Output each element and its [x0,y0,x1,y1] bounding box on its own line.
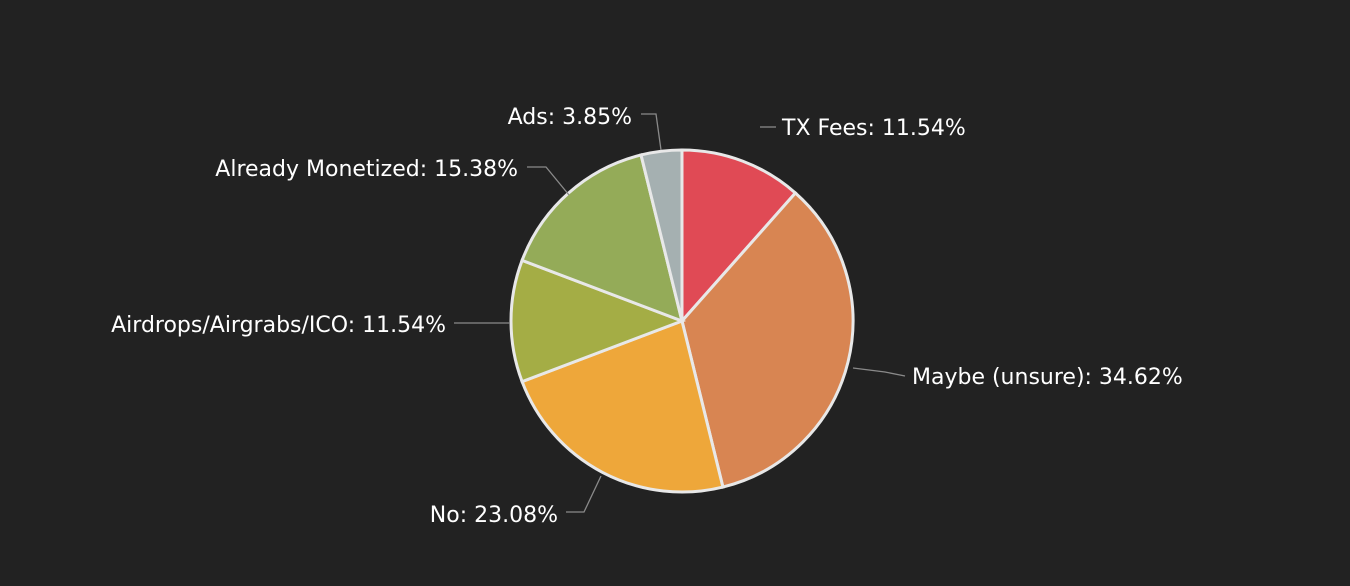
leader-line [641,113,662,151]
slice-label: Maybe (unsure): 34.62% [912,365,1183,390]
leader-line [566,475,602,513]
slice-label: Ads: 3.85% [508,105,632,130]
leader-line [852,367,906,377]
pie-slice-tx-fees [680,148,798,325]
slice-labels: TX Fees: 11.54% Maybe (unsure): 34.62% No:… [111,105,1183,528]
slice-label: No: 23.08% [430,503,558,528]
slice-label: Airdrops/Airgrabs/ICO: 11.54% [111,313,446,338]
slice-label: Already Monetized: 15.38% [215,157,518,182]
pie-slices [509,148,855,494]
pie-slice-already-monetized [520,153,685,324]
pie-slice-airdrops-airgrabs-ico [509,258,687,384]
pie-slice-maybe-unsure [680,190,855,489]
slice-label: TX Fees: 11.54% [781,116,966,141]
leader-line [527,166,570,196]
pie-slice-ads [639,148,684,322]
leader-lines [454,113,906,513]
